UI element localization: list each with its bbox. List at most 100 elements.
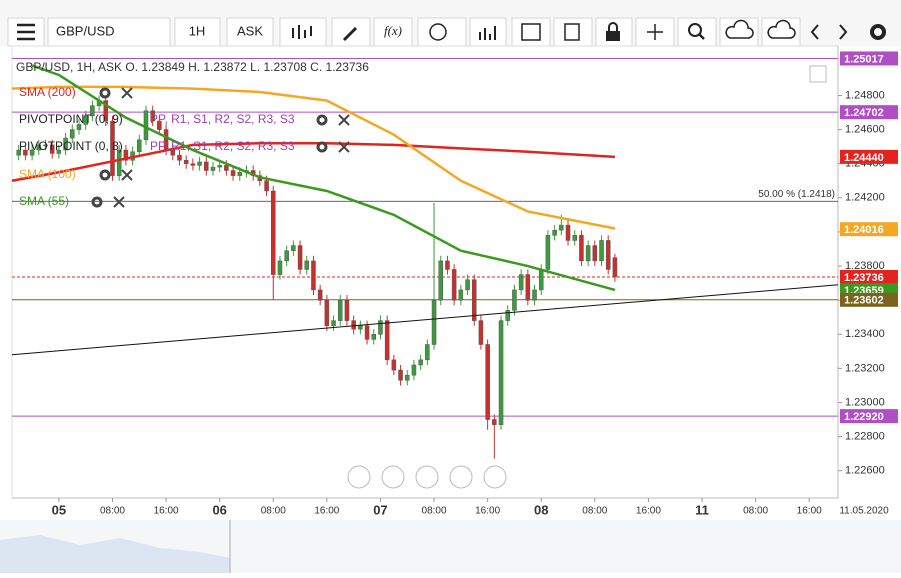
- candle-body: [565, 224, 571, 241]
- plot-area: [11, 45, 839, 499]
- chart-type-button[interactable]: [279, 17, 327, 47]
- candle-body: [391, 359, 397, 371]
- settings-icon[interactable]: [99, 87, 111, 99]
- price-side: ASK: [237, 23, 263, 38]
- settings-icon[interactable]: [316, 114, 328, 126]
- icon: [606, 31, 620, 41]
- candle-body: [284, 250, 289, 262]
- candle-body: [304, 260, 310, 270]
- remove-icon[interactable]: [338, 141, 350, 153]
- candle-body: [445, 260, 450, 270]
- level-box: [840, 149, 898, 164]
- level-label: 1.23736: [844, 272, 884, 284]
- level-box: [840, 292, 898, 307]
- candle-body: [76, 124, 82, 130]
- remove-icon[interactable]: [113, 196, 125, 208]
- candle-body: [237, 171, 243, 176]
- x-tick-label: 08:00: [582, 506, 607, 517]
- expand-button[interactable]: [809, 65, 827, 83]
- x-tick-label: 16:00: [797, 506, 822, 517]
- candle-body: [559, 224, 564, 231]
- next-button[interactable]: [839, 24, 848, 40]
- report-button[interactable]: [553, 17, 593, 47]
- candle-body: [49, 144, 55, 154]
- candle-body: [16, 149, 21, 156]
- candle-body: [512, 289, 517, 311]
- candle-body: [23, 149, 28, 156]
- candle-body: [157, 120, 162, 130]
- settings-icon[interactable]: [316, 141, 328, 153]
- timeframe-button[interactable]: [174, 17, 221, 47]
- candle-body: [337, 299, 343, 321]
- candle-body: [344, 299, 350, 321]
- icon: [429, 23, 447, 41]
- x-tick-label: 11: [695, 502, 709, 517]
- candle-body: [605, 240, 611, 270]
- nav-reset[interactable]: [415, 465, 439, 489]
- level-label: 1.24016: [844, 224, 884, 236]
- icon: [647, 24, 663, 40]
- timeframe: 1H: [189, 23, 206, 38]
- level-box: [840, 409, 898, 424]
- symbol: GBP/USD: [56, 23, 115, 38]
- indicator-label: SMA (55): [19, 194, 69, 208]
- fib-label: 50.00 % (1.2418): [758, 189, 835, 200]
- remove-icon[interactable]: [121, 169, 133, 181]
- candle-body: [404, 374, 410, 381]
- candle-body: [264, 180, 269, 192]
- zoom-button[interactable]: [677, 17, 717, 47]
- candle-body: [552, 229, 557, 236]
- candle-body: [324, 299, 330, 326]
- nav-zoom-in[interactable]: [449, 465, 473, 489]
- settings-button[interactable]: [870, 24, 886, 40]
- candle-body: [317, 289, 323, 301]
- candle-body: [498, 320, 504, 425]
- candle-body: [525, 274, 531, 301]
- navigator-area: [0, 535, 230, 573]
- candle-body: [518, 274, 524, 291]
- fx-button[interactable]: [373, 17, 413, 47]
- candle-body: [411, 364, 417, 376]
- prev-button[interactable]: [810, 24, 819, 40]
- symbol-box[interactable]: [47, 17, 171, 47]
- candle-body: [585, 245, 591, 262]
- indicator-label: SMA (200): [19, 85, 76, 99]
- candle-body: [90, 105, 95, 117]
- candle-body: [545, 235, 551, 270]
- level-label: 1.23602: [844, 295, 884, 307]
- y-tick-label: 1.24600: [845, 123, 885, 135]
- candle-body: [190, 163, 196, 166]
- info-button[interactable]: [417, 17, 467, 47]
- pivot-levels: PP, R1, S1, R2, S2, R3, S3: [150, 112, 295, 126]
- volume-button[interactable]: [469, 17, 507, 47]
- calendar-button[interactable]: [511, 17, 551, 47]
- y-tick-label: 1.23200: [845, 362, 885, 374]
- nav-right[interactable]: [483, 465, 507, 489]
- icon: [521, 23, 541, 41]
- x-tick-label: 05: [52, 502, 66, 517]
- trend-line: [11, 284, 839, 356]
- settings-icon[interactable]: [91, 196, 103, 208]
- level-box: [840, 269, 898, 284]
- candle-body: [592, 245, 598, 262]
- candle-body: [137, 139, 142, 153]
- icon: [767, 19, 796, 39]
- nav-left[interactable]: [347, 465, 371, 489]
- nav-zoom-out[interactable]: [381, 465, 405, 489]
- candle-body: [371, 334, 377, 340]
- remove-icon[interactable]: [121, 87, 133, 99]
- settings-icon[interactable]: [99, 169, 111, 181]
- icon: [725, 19, 754, 39]
- candle-body: [485, 344, 490, 420]
- menu-button[interactable]: [7, 17, 45, 47]
- x-tick-label: 16:00: [314, 506, 339, 517]
- candle-body: [532, 289, 537, 301]
- icon: [292, 25, 312, 39]
- candle-body: [465, 279, 470, 291]
- candle-body: [177, 154, 182, 161]
- ohlc-header: GBP/USD, 1H, ASK O. 1.23849 H. 1.23872 L…: [16, 60, 369, 74]
- level-label: 1.22920: [844, 411, 884, 423]
- indicator-label: SMA (100): [19, 167, 76, 181]
- remove-icon[interactable]: [338, 114, 350, 126]
- fx: f(x): [384, 23, 402, 38]
